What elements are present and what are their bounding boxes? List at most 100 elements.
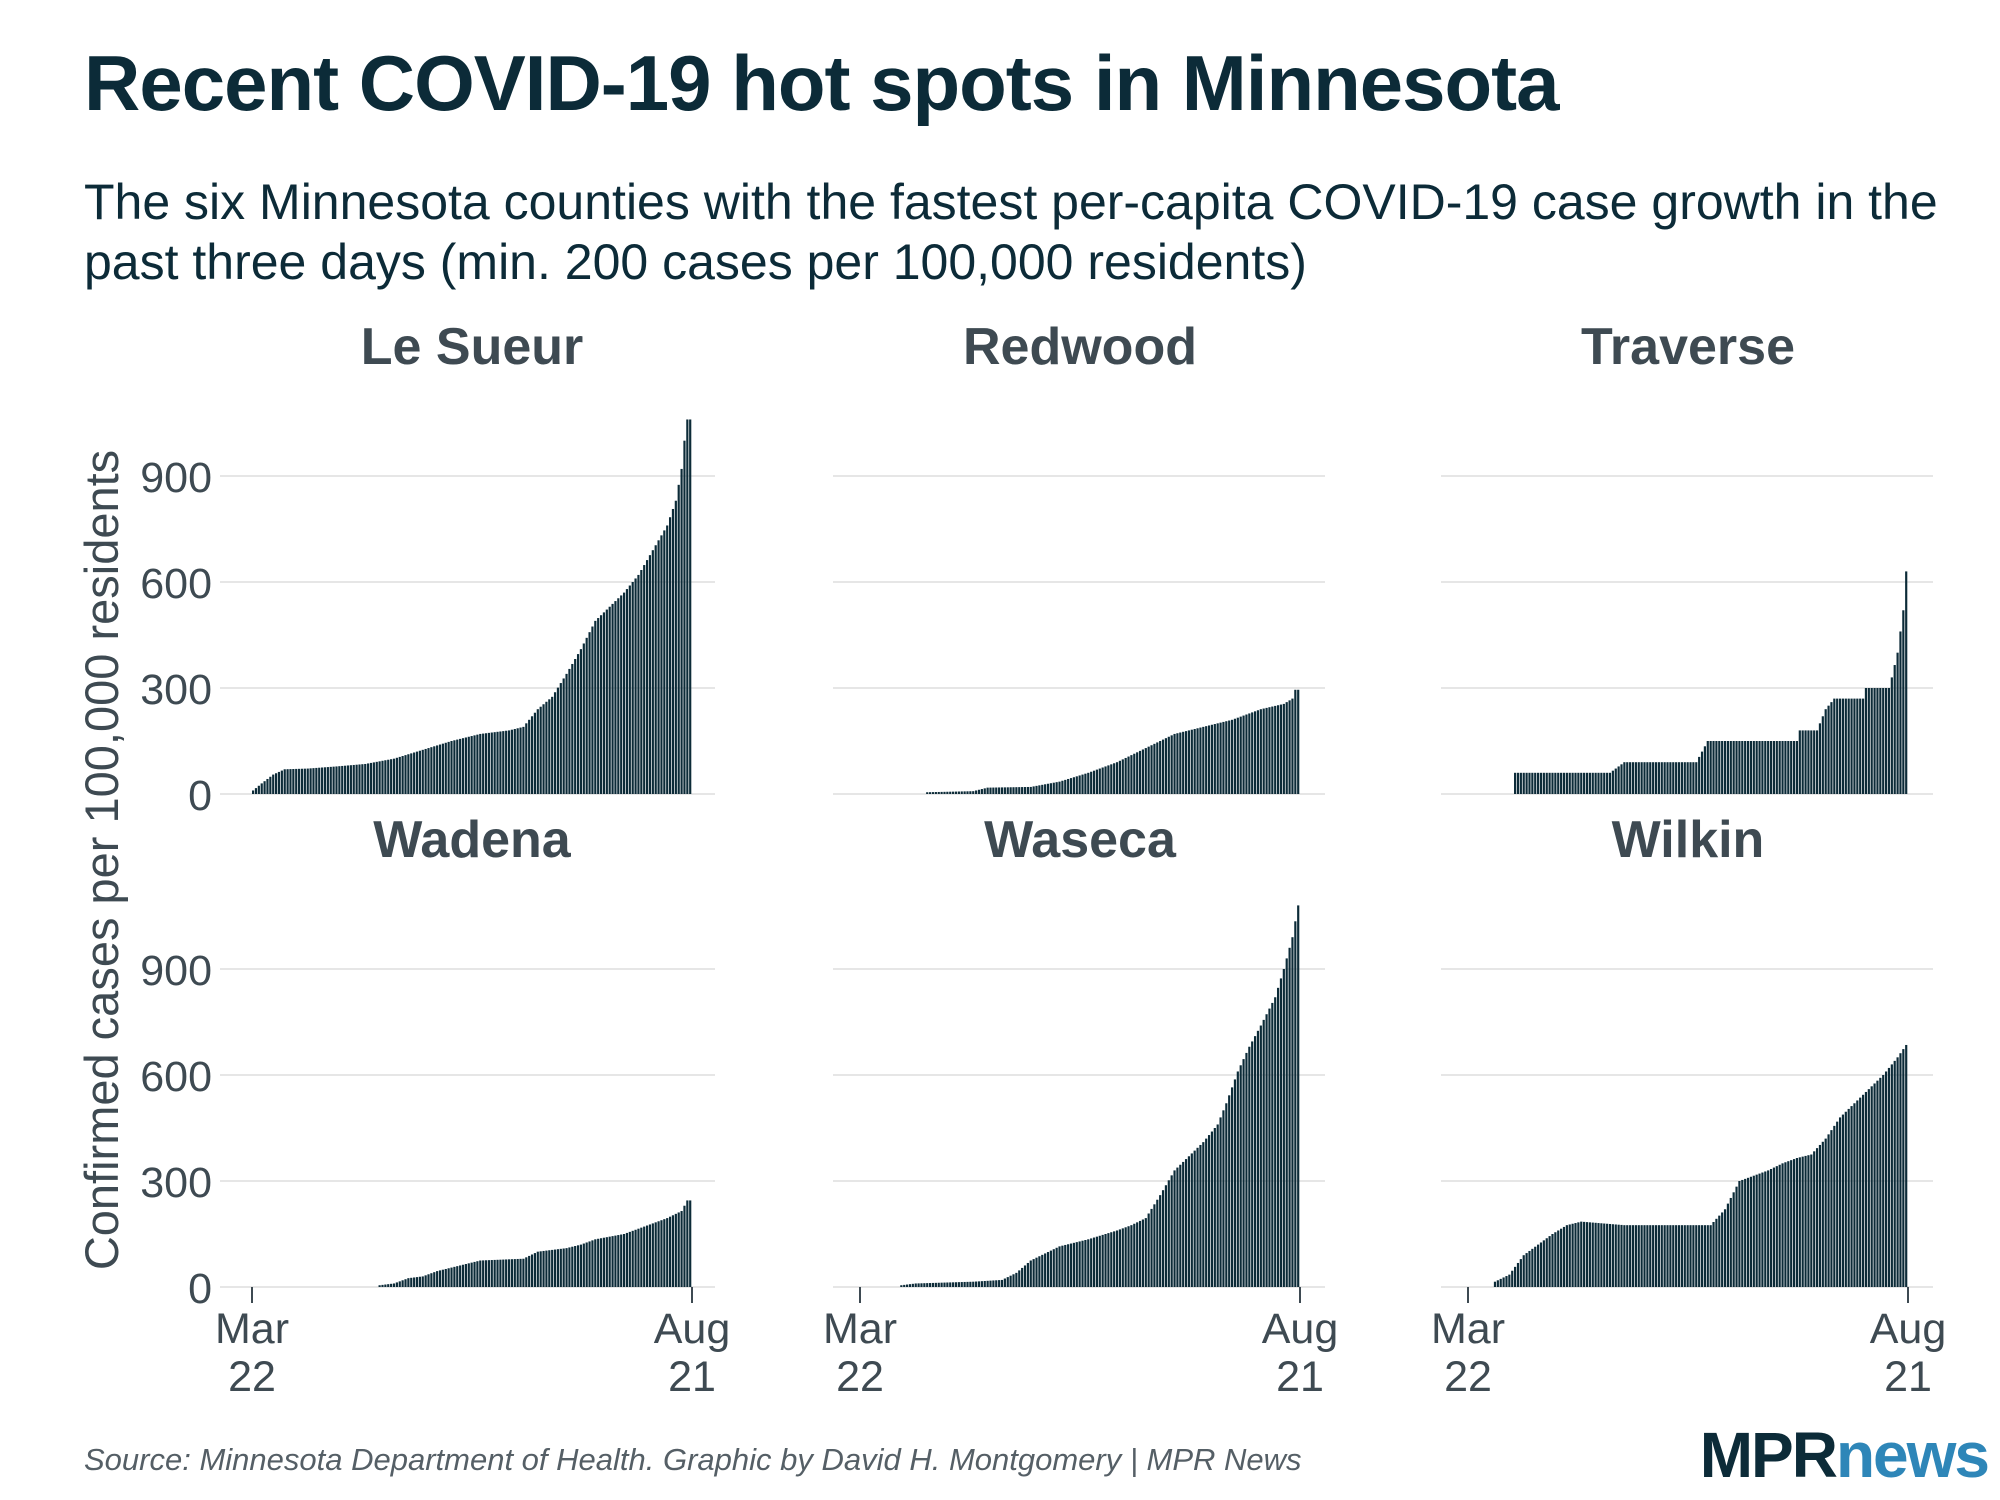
bar	[1611, 770, 1614, 794]
bar	[1095, 769, 1098, 794]
bar	[493, 732, 496, 794]
bar	[502, 1259, 505, 1287]
bar	[591, 1240, 594, 1287]
bar	[574, 1246, 577, 1287]
bar	[1721, 741, 1724, 794]
bar	[1870, 1086, 1873, 1287]
bar	[1176, 1167, 1179, 1287]
bar	[926, 792, 929, 794]
bar	[657, 540, 660, 794]
bar	[622, 1234, 626, 1287]
bar	[1585, 772, 1589, 794]
bar	[1069, 778, 1073, 794]
bar	[1859, 698, 1862, 794]
bar	[1190, 1153, 1193, 1287]
bar	[1675, 762, 1678, 794]
bar	[323, 767, 327, 794]
bar	[914, 1283, 917, 1287]
bar	[551, 696, 554, 794]
bar	[1516, 772, 1520, 794]
bar	[1568, 1224, 1571, 1287]
bar	[1850, 1106, 1853, 1287]
bar	[438, 1270, 442, 1287]
bar	[1620, 1224, 1623, 1287]
bar	[1196, 728, 1199, 794]
chart-subtitle: The six Minnesota counties with the fast…	[84, 174, 1938, 290]
bar	[1787, 741, 1790, 794]
bar	[1098, 1235, 1101, 1287]
bar	[505, 730, 508, 794]
bar	[617, 598, 620, 794]
bar	[1210, 724, 1214, 794]
bar	[677, 484, 680, 794]
bar	[1190, 729, 1193, 794]
bar	[995, 1280, 998, 1287]
bar	[1225, 721, 1228, 794]
bar	[530, 1254, 534, 1287]
bar	[1890, 677, 1893, 794]
bar	[1067, 778, 1070, 794]
bar	[392, 1283, 396, 1287]
bar	[553, 1249, 557, 1287]
bar	[461, 1264, 465, 1287]
bar	[1580, 1221, 1583, 1287]
bar	[410, 753, 413, 794]
bar	[1072, 777, 1075, 794]
bar	[441, 1269, 444, 1287]
bar	[1732, 1192, 1735, 1287]
bar	[1660, 1225, 1663, 1287]
bar	[579, 649, 583, 794]
bar	[487, 732, 490, 794]
bar	[1623, 762, 1626, 794]
bar	[1830, 1130, 1833, 1287]
bar	[683, 1205, 686, 1287]
bar	[1686, 1225, 1689, 1287]
bar	[903, 1284, 906, 1287]
bar	[1026, 786, 1029, 794]
bar	[461, 738, 465, 794]
bar	[1052, 782, 1055, 794]
bar	[1698, 756, 1701, 794]
bar	[1879, 688, 1882, 794]
bar	[1764, 741, 1767, 794]
bar	[1850, 698, 1853, 794]
bar	[963, 791, 966, 794]
bar	[1830, 702, 1833, 794]
bar	[407, 1278, 410, 1287]
bar	[315, 767, 318, 794]
bar	[1202, 726, 1205, 794]
bar	[390, 1283, 393, 1287]
bar	[344, 765, 347, 794]
x-tick-day: 21	[1884, 1353, 1932, 1401]
bar	[1115, 1230, 1119, 1287]
bar	[1078, 1241, 1081, 1287]
bar	[568, 668, 571, 794]
bar	[421, 749, 424, 794]
bar	[1271, 1002, 1274, 1287]
bar	[433, 1272, 436, 1287]
bar	[1276, 705, 1280, 795]
bar	[1251, 712, 1254, 794]
bar	[992, 1280, 995, 1287]
logo-mpr: MPR	[1699, 1419, 1838, 1491]
bar	[1585, 1222, 1589, 1287]
bar	[467, 1263, 470, 1287]
bar	[611, 603, 614, 794]
bar	[1706, 741, 1709, 794]
panel-title: Waseca	[984, 811, 1177, 869]
bar	[536, 1251, 539, 1287]
bar	[1614, 1224, 1617, 1287]
bar	[1623, 1225, 1626, 1287]
y-tick-label: 600	[140, 1053, 212, 1101]
bar	[1787, 1161, 1790, 1287]
bar	[1000, 787, 1004, 794]
bar	[1715, 1218, 1718, 1287]
bar	[1784, 1162, 1787, 1287]
bar	[1755, 741, 1758, 794]
bar	[1101, 767, 1104, 794]
bar	[594, 620, 597, 794]
bar	[995, 787, 998, 794]
bar	[533, 1253, 537, 1287]
bar	[597, 618, 600, 794]
bar	[657, 1221, 660, 1287]
